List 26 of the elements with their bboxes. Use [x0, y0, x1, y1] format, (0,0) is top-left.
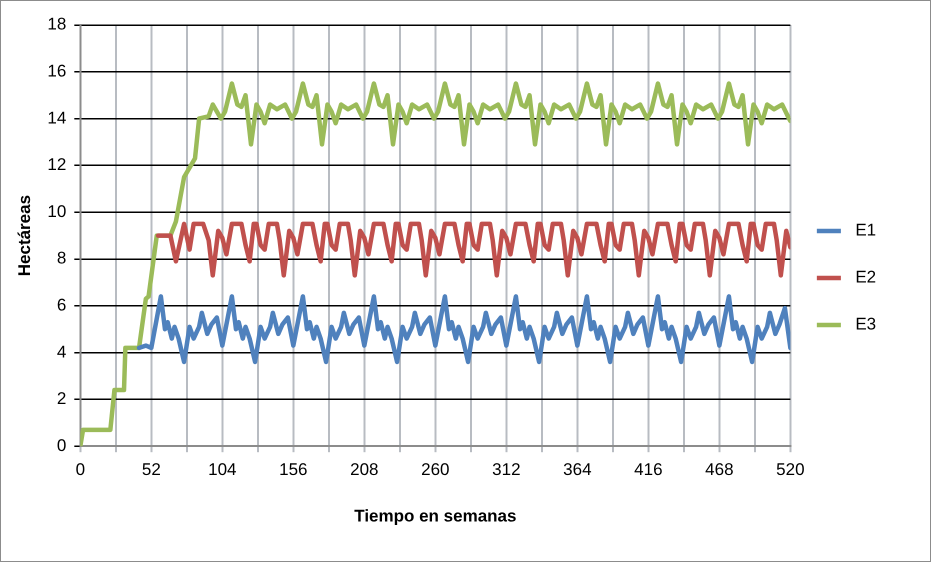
y-tick-label: 6 [56, 295, 66, 314]
y-tick-label: 16 [47, 61, 66, 80]
y-tick-label: 10 [47, 202, 66, 221]
x-tick-label: 468 [705, 460, 734, 480]
y-tick-label: 8 [56, 248, 66, 268]
y-tick-label: 18 [47, 14, 66, 34]
y-axis-title: Hectáreas [14, 194, 34, 276]
x-tick-label: 52 [142, 460, 161, 480]
y-tick-label: 0 [56, 436, 66, 455]
legend-label: E1 [846, 220, 896, 240]
x-tick-label: 260 [421, 460, 450, 480]
x-tick-label: 156 [279, 460, 308, 480]
y-tick-label: 4 [56, 342, 66, 362]
x-tick-label: 416 [634, 460, 663, 480]
x-tick-label: 208 [350, 460, 379, 480]
legend-label: E2 [846, 268, 896, 287]
x-tick-label: 312 [492, 460, 521, 480]
x-tick-label: 520 [776, 460, 805, 480]
y-tick-label: 2 [56, 389, 66, 408]
x-tick-label: 364 [563, 460, 592, 480]
legend-label: E3 [846, 314, 896, 334]
x-tick-label: 104 [208, 460, 237, 480]
x-tick-label: 0 [76, 460, 86, 480]
y-tick-label: 12 [47, 155, 66, 174]
y-tick-label: 14 [47, 108, 66, 128]
x-axis-title: Tiempo en semanas [354, 506, 516, 526]
